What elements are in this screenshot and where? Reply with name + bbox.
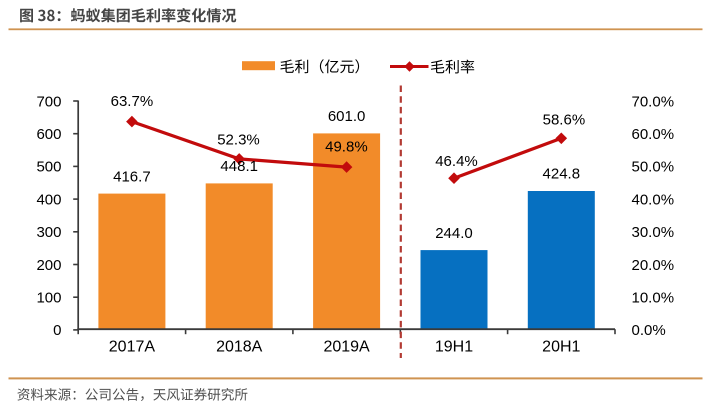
svg-text:244.0: 244.0 (435, 225, 473, 242)
svg-text:70.0%: 70.0% (632, 93, 675, 110)
svg-text:10.0%: 10.0% (632, 290, 675, 307)
svg-text:300: 300 (36, 224, 61, 241)
svg-text:20H1: 20H1 (542, 338, 580, 355)
svg-text:60.0%: 60.0% (632, 126, 675, 143)
svg-text:63.7%: 63.7% (111, 93, 154, 110)
svg-text:500: 500 (36, 159, 61, 176)
svg-text:2018A: 2018A (216, 338, 263, 355)
svg-text:2017A: 2017A (109, 338, 156, 355)
svg-text:20.0%: 20.0% (632, 257, 675, 274)
svg-text:200: 200 (36, 257, 61, 274)
svg-text:448.1: 448.1 (220, 158, 258, 175)
svg-text:700: 700 (36, 93, 61, 110)
svg-text:58.6%: 58.6% (543, 112, 586, 129)
svg-text:600: 600 (36, 126, 61, 143)
svg-text:50.0%: 50.0% (632, 159, 675, 176)
svg-text:2019A: 2019A (323, 338, 370, 355)
svg-text:424.8: 424.8 (543, 166, 581, 183)
svg-text:19H1: 19H1 (435, 338, 473, 355)
svg-text:46.4%: 46.4% (435, 153, 478, 170)
svg-text:416.7: 416.7 (113, 168, 151, 185)
svg-text:100: 100 (36, 290, 61, 307)
svg-text:0.0%: 0.0% (632, 322, 666, 339)
svg-text:400: 400 (36, 191, 61, 208)
svg-text:601.0: 601.0 (328, 108, 366, 125)
svg-text:30.0%: 30.0% (632, 224, 675, 241)
svg-text:0: 0 (53, 322, 61, 339)
svg-text:52.3%: 52.3% (217, 132, 260, 149)
svg-text:49.8%: 49.8% (325, 138, 368, 155)
svg-text:40.0%: 40.0% (632, 191, 675, 208)
